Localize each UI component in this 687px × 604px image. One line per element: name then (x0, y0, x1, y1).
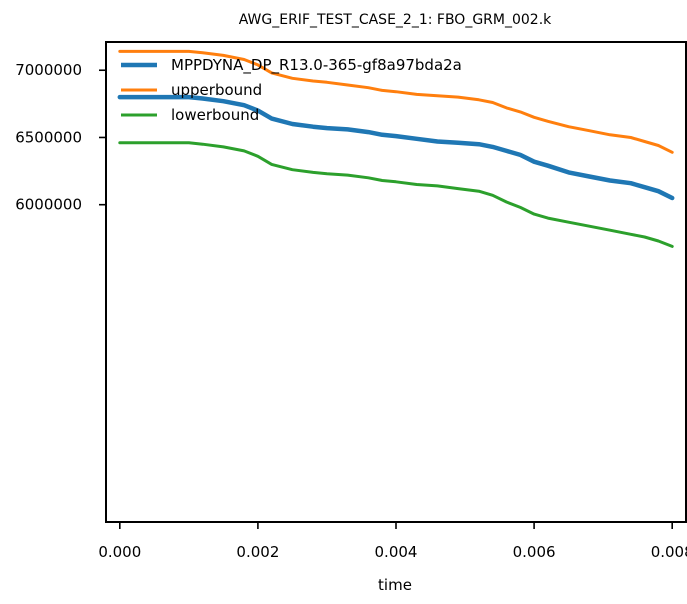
chart-title: AWG_ERIF_TEST_CASE_2_1: FBO_GRM_002.k (239, 12, 552, 28)
x-tick-label: 0.006 (513, 543, 556, 561)
x-axis-label: time (378, 576, 412, 594)
x-tick-label: 0.008 (651, 543, 687, 561)
x-tick-label: 0.004 (375, 543, 418, 561)
y-tick-label: 6500000 (15, 128, 82, 146)
x-tick-label: 0.000 (98, 543, 141, 561)
legend-label: upperbound (171, 81, 262, 99)
y-tick-label: 7000000 (15, 61, 82, 79)
x-axis: 0.000 0.002 0.004 0.006 0.008 (98, 522, 687, 561)
series-line-3 (118, 141, 674, 248)
legend: MPPDYNA_DP_R13.0-365-gf8a97bda2a upperbou… (121, 56, 462, 124)
x-tick-label: 0.002 (236, 543, 279, 561)
plot-area (117, 49, 675, 248)
series-line-2 (118, 49, 674, 154)
y-tick-label: 6000000 (15, 196, 82, 214)
y-axis: 7000000 6500000 6000000 (15, 61, 106, 214)
series-line-1 (117, 94, 675, 201)
legend-label: lowerbound (171, 106, 259, 124)
legend-label: MPPDYNA_DP_R13.0-365-gf8a97bda2a (171, 56, 462, 75)
